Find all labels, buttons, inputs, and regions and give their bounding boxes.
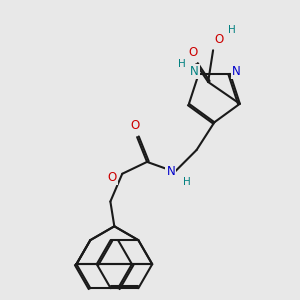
Text: O: O	[189, 46, 198, 59]
Text: H: H	[228, 26, 236, 35]
Text: N: N	[167, 165, 175, 178]
Text: N: N	[190, 65, 199, 78]
Text: H: H	[178, 59, 186, 69]
Text: O: O	[130, 119, 140, 132]
Text: H: H	[183, 177, 190, 187]
Text: N: N	[232, 65, 240, 78]
Text: O: O	[108, 171, 117, 184]
Text: O: O	[214, 33, 224, 46]
Text: O: O	[189, 46, 198, 59]
